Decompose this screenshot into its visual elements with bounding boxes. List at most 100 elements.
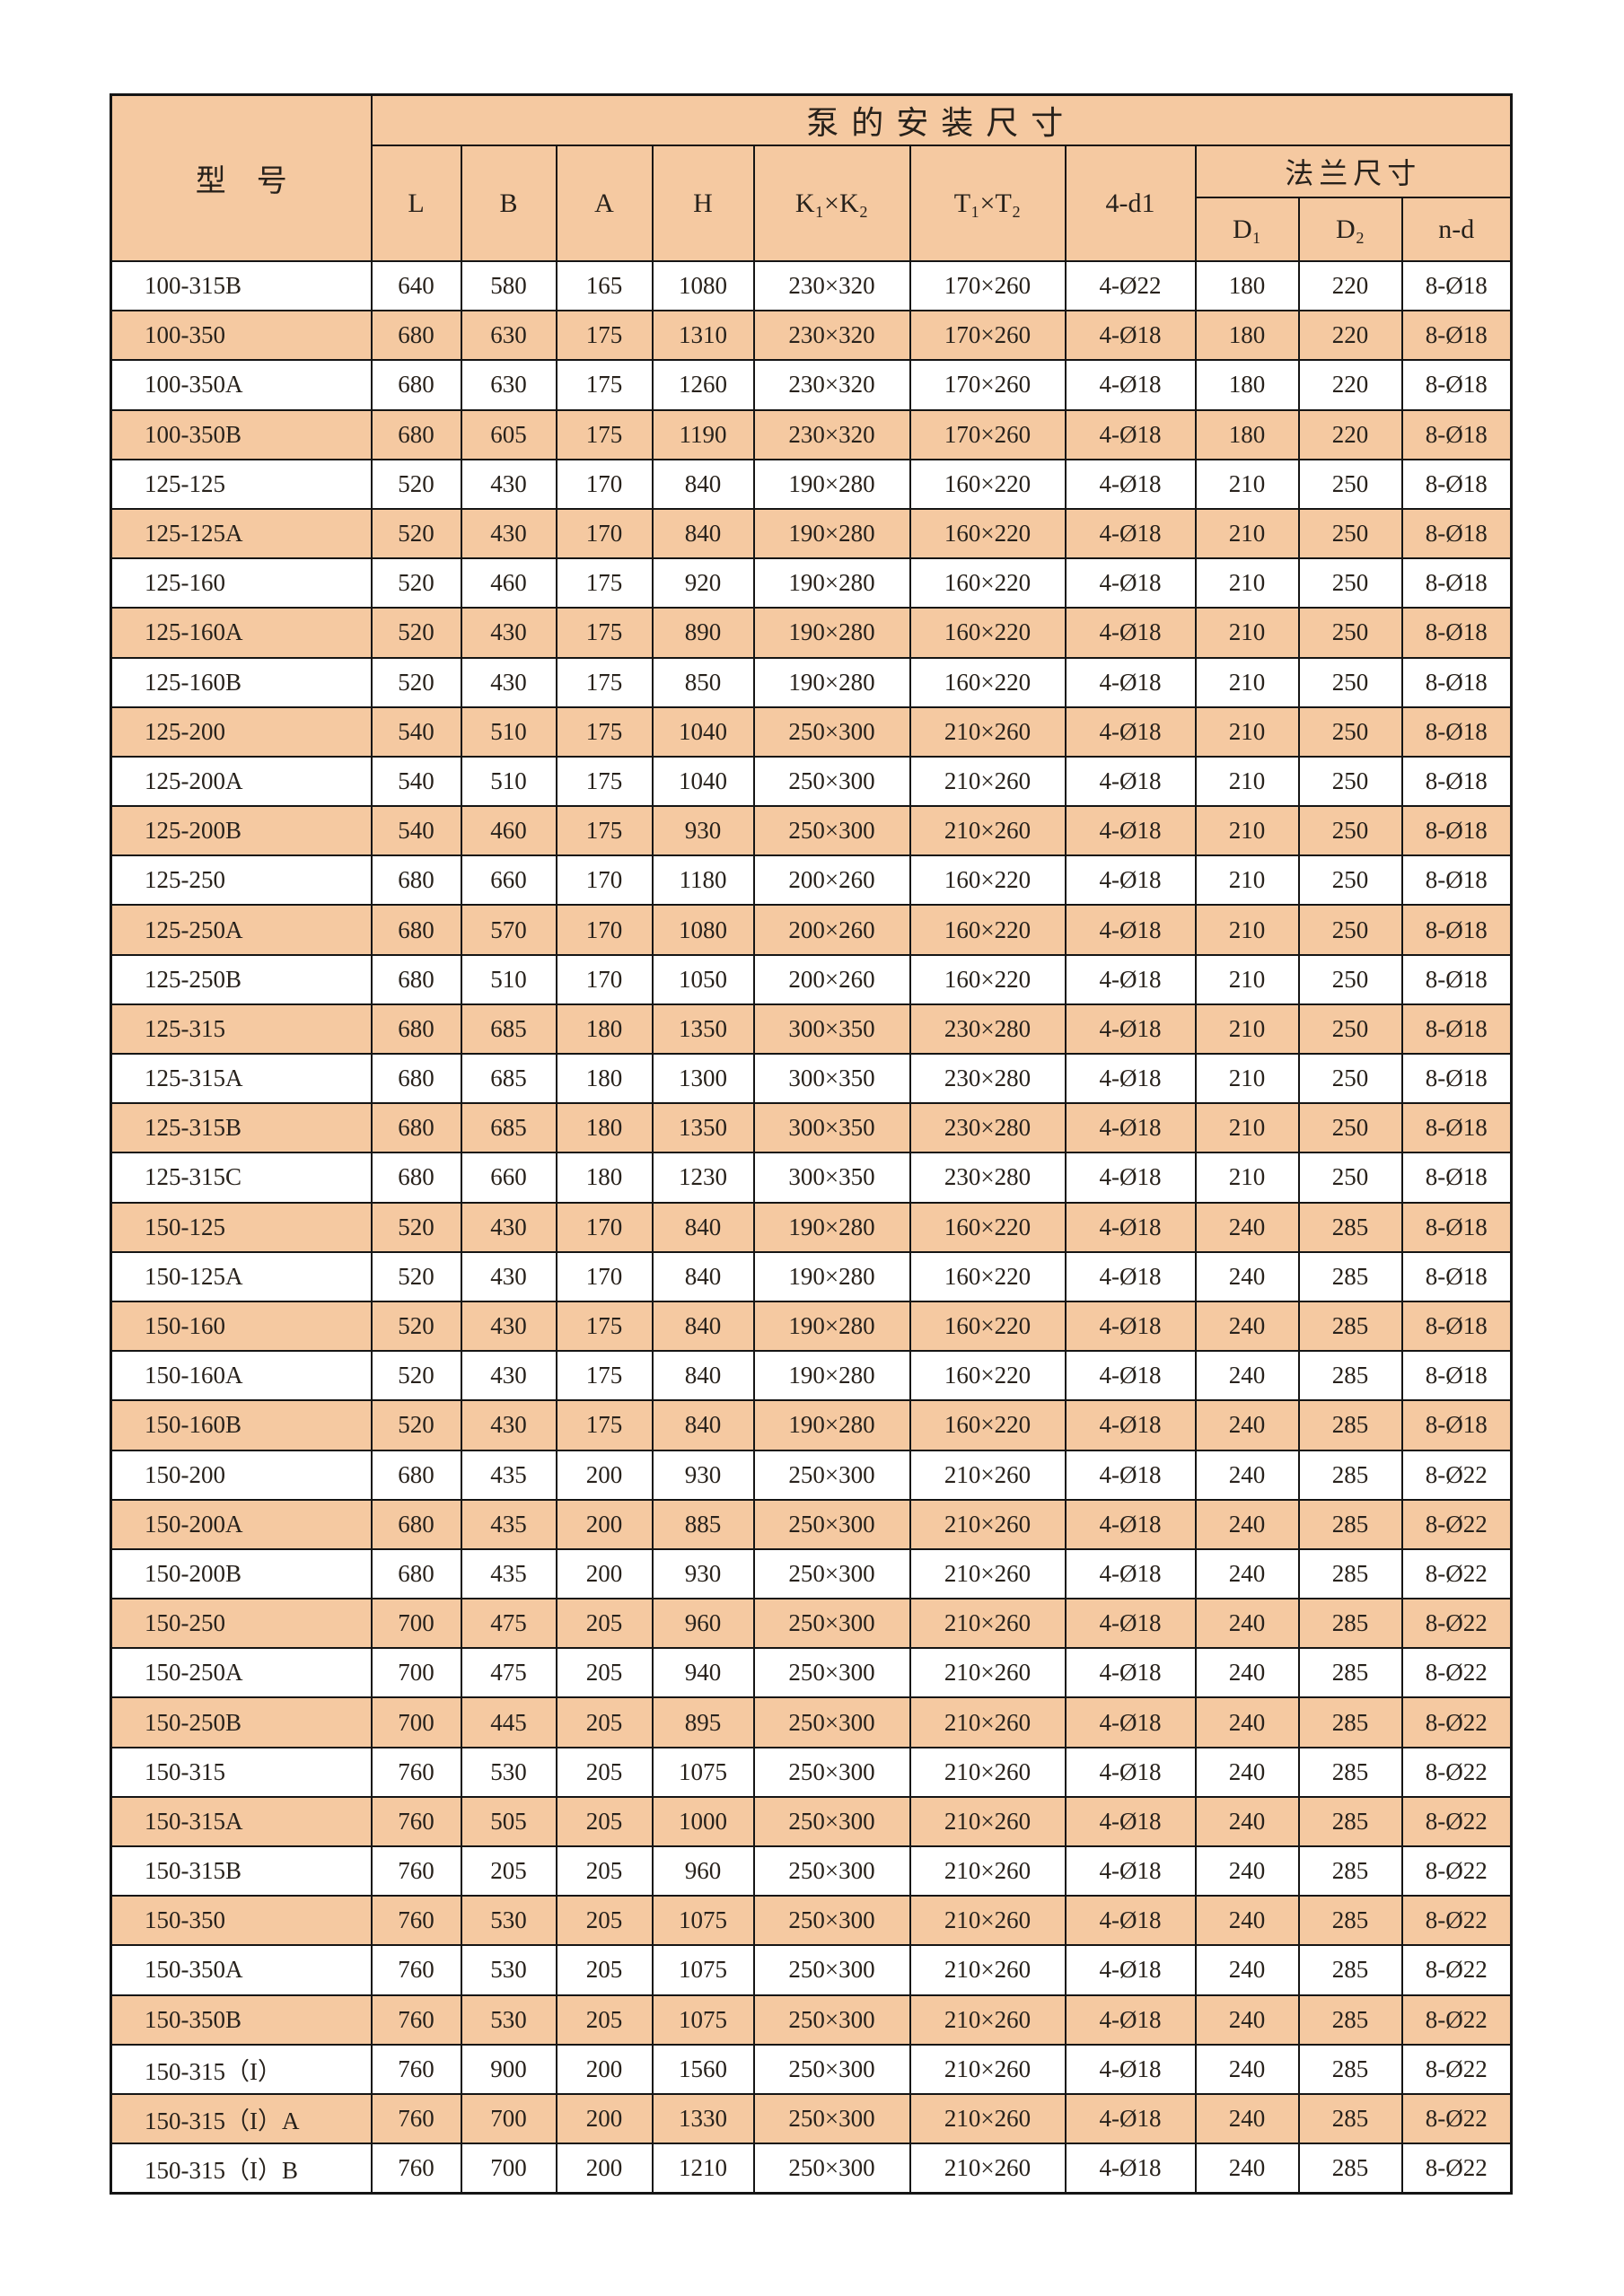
- value-cell: 8-Ø22: [1400, 1696, 1513, 1748]
- value-cell: 4-Ø18: [1064, 1102, 1197, 1154]
- value-cell: 760: [370, 2043, 462, 2095]
- value-cell: 1300: [651, 1052, 755, 1105]
- column-header-d2: D₂: [1297, 197, 1403, 262]
- table-row: 150-315 760 530 205 1075 250×300 210×260 4-Ø18 2…: [110, 1746, 1513, 1798]
- table-row: 125-125A 520 430 170 840 190×280 160×220 4-Ø18 2…: [110, 507, 1513, 560]
- value-cell: 8-Ø18: [1400, 904, 1513, 956]
- value-cell: 8-Ø22: [1400, 1795, 1513, 1848]
- table-row: 150-315A 760 505 205 1000 250×300 210×260 4-Ø18…: [110, 1795, 1513, 1848]
- value-cell: 205: [555, 1994, 654, 2046]
- value-cell: 250×300: [752, 1795, 911, 1848]
- value-cell: 4-Ø18: [1064, 1994, 1197, 2046]
- value-cell: 680: [370, 310, 462, 362]
- value-cell: 210: [1194, 1003, 1300, 1056]
- value-cell: 190×280: [752, 1300, 911, 1353]
- value-cell: 250×300: [752, 1895, 911, 1947]
- value-cell: 4-Ø18: [1064, 1449, 1197, 1501]
- value-cell: 180: [555, 1152, 654, 1204]
- value-cell: 680: [370, 408, 462, 460]
- value-cell: 4-Ø18: [1064, 1250, 1197, 1302]
- value-cell: 200×260: [752, 904, 911, 956]
- model-cell: 125-250: [110, 854, 373, 907]
- value-cell: 285: [1297, 1696, 1403, 1748]
- value-cell: 285: [1297, 1350, 1403, 1402]
- model-cell: 125-315B: [110, 1102, 373, 1154]
- value-cell: 210×260: [909, 2092, 1067, 2145]
- value-cell: 250: [1297, 1152, 1403, 1204]
- model-cell: 125-250B: [110, 953, 373, 1005]
- value-cell: 8-Ø18: [1400, 805, 1513, 857]
- value-cell: 680: [370, 1449, 462, 1501]
- value-cell: 170: [555, 953, 654, 1005]
- value-cell: 170: [555, 904, 654, 956]
- value-cell: 250: [1297, 1003, 1403, 1056]
- model-cell: 150-315: [110, 1746, 373, 1798]
- value-cell: 220: [1297, 408, 1403, 460]
- value-cell: 760: [370, 1944, 462, 1996]
- value-cell: 700: [460, 2143, 557, 2195]
- value-cell: 170: [555, 507, 654, 560]
- value-cell: 4-Ø18: [1064, 1746, 1197, 1798]
- header-row-flange-sub: D₁ D₂ n-d: [111, 197, 1513, 262]
- value-cell: 510: [460, 953, 557, 1005]
- value-cell: 1040: [651, 705, 755, 758]
- value-cell: 160×220: [909, 1350, 1067, 1402]
- value-cell: 960: [651, 1845, 755, 1897]
- value-cell: 4-Ø18: [1064, 1399, 1197, 1451]
- value-cell: 540: [370, 805, 462, 857]
- value-cell: 1310: [651, 310, 755, 362]
- value-cell: 760: [370, 2092, 462, 2145]
- value-cell: 4-Ø18: [1064, 953, 1197, 1005]
- value-cell: 8-Ø18: [1400, 656, 1513, 708]
- model-cell: 125-250A: [110, 904, 373, 956]
- value-cell: 4-Ø18: [1064, 1845, 1197, 1897]
- value-cell: 250×300: [752, 2043, 911, 2095]
- value-cell: 930: [651, 805, 755, 857]
- value-cell: 210×260: [909, 1895, 1067, 1947]
- table-row: 125-160B 520 430 175 850 190×280 160×220 4-Ø18 2…: [110, 656, 1513, 708]
- value-cell: 685: [460, 1102, 557, 1154]
- value-cell: 700: [370, 1696, 462, 1748]
- value-cell: 4-Ø18: [1064, 1795, 1197, 1848]
- value-cell: 285: [1297, 1498, 1403, 1550]
- value-cell: 630: [460, 310, 557, 362]
- value-cell: 170: [555, 854, 654, 907]
- value-cell: 700: [370, 1647, 462, 1699]
- value-cell: 8-Ø22: [1400, 2043, 1513, 2095]
- value-cell: 520: [370, 507, 462, 560]
- value-cell: 700: [370, 1598, 462, 1650]
- value-cell: 230×280: [909, 1102, 1067, 1154]
- value-cell: 250: [1297, 1102, 1403, 1154]
- model-cell: 125-200B: [110, 805, 373, 857]
- value-cell: 230×320: [752, 259, 911, 312]
- value-cell: 170: [555, 1201, 654, 1253]
- value-cell: 175: [555, 805, 654, 857]
- model-cell: 125-125A: [110, 507, 373, 560]
- value-cell: 8-Ø22: [1400, 1944, 1513, 1996]
- value-cell: 430: [460, 1399, 557, 1451]
- value-cell: 960: [651, 1598, 755, 1650]
- table-row: 150-315（I） 760 900 200 1560 250×300 210×260 4-Ø…: [110, 2043, 1513, 2095]
- table-row: 150-350 760 530 205 1075 250×300 210×260 4-Ø18 2…: [110, 1895, 1513, 1947]
- value-cell: 530: [460, 1895, 557, 1947]
- value-cell: 250×300: [752, 1746, 911, 1798]
- model-cell: 125-160: [110, 557, 373, 609]
- value-cell: 285: [1297, 1201, 1403, 1253]
- table-row: 125-200 540 510 175 1040 250×300 210×260 4-Ø18 2…: [110, 705, 1513, 758]
- value-cell: 210: [1194, 854, 1300, 907]
- value-cell: 4-Ø18: [1064, 310, 1197, 362]
- value-cell: 240: [1194, 1944, 1300, 1996]
- model-cell: 150-160A: [110, 1350, 373, 1402]
- value-cell: 220: [1297, 310, 1403, 362]
- value-cell: 180: [555, 1052, 654, 1105]
- value-cell: 250×300: [752, 1498, 911, 1550]
- value-cell: 4-Ø18: [1064, 507, 1197, 560]
- value-cell: 220: [1297, 359, 1403, 411]
- value-cell: 285: [1297, 1795, 1403, 1848]
- value-cell: 160×220: [909, 1399, 1067, 1451]
- value-cell: 840: [651, 1201, 755, 1253]
- value-cell: 210×260: [909, 1647, 1067, 1699]
- value-cell: 285: [1297, 2092, 1403, 2145]
- value-cell: 205: [555, 1845, 654, 1897]
- model-cell: 100-350: [110, 310, 373, 362]
